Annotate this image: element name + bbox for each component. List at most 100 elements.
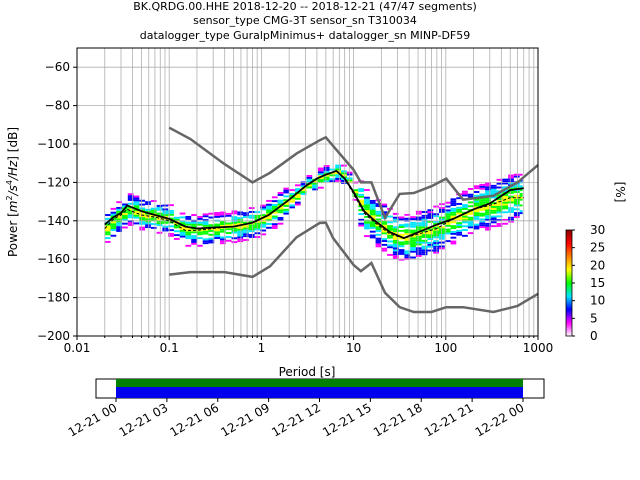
- heatmap-cell: [392, 249, 399, 252]
- heatmap-cell: [456, 233, 463, 236]
- heatmap-cell: [133, 207, 140, 209]
- heatmap-cell: [467, 195, 474, 198]
- heatmap-cell: [300, 191, 307, 194]
- heatmap-cell: [358, 201, 365, 204]
- heatmap-cell: [283, 199, 290, 202]
- heatmap-cell: [381, 232, 388, 235]
- y-tick-label: −120: [37, 175, 70, 189]
- heatmap-cell: [271, 223, 278, 226]
- heatmap-cell: [277, 192, 284, 194]
- heatmap-cell: [490, 221, 497, 224]
- heatmap-cell: [173, 218, 180, 221]
- heatmap-cell: [444, 230, 451, 233]
- heatmap-cell: [404, 256, 411, 259]
- heatmap-cell: [404, 250, 411, 253]
- heatmap-cell: [104, 217, 111, 220]
- heatmap-cell: [421, 249, 428, 252]
- heatmap-cell: [277, 222, 284, 225]
- heatmap-cell: [398, 252, 405, 255]
- heatmap-cell: [237, 222, 244, 225]
- heatmap-cell: [248, 226, 255, 229]
- heatmap-cell: [502, 207, 509, 210]
- heatmap-cell: [496, 209, 503, 212]
- heatmap-cell: [467, 216, 474, 219]
- heatmap-cell: [220, 240, 226, 243]
- heatmap-cell: [410, 225, 416, 228]
- heatmap-cell: [410, 248, 416, 251]
- heatmap-cell: [196, 231, 203, 234]
- heatmap-cell: [266, 215, 272, 218]
- heatmap-cell: [231, 229, 238, 232]
- heatmap-cell: [496, 201, 503, 204]
- heatmap-cell: [196, 237, 203, 240]
- heatmap-cell: [473, 204, 480, 207]
- heatmap-cell: [456, 224, 463, 227]
- heatmap-cell: [145, 224, 151, 227]
- heatmap-cell: [479, 220, 486, 223]
- heatmap-cell: [300, 183, 307, 186]
- heatmap-cell: [392, 243, 399, 246]
- heatmap-cell: [248, 228, 255, 231]
- heatmap-cell: [110, 223, 117, 226]
- heatmap-cell: [294, 193, 301, 196]
- heatmap-cell: [341, 170, 347, 173]
- heatmap-cell: [156, 224, 163, 227]
- heatmap-cell: [133, 210, 140, 213]
- heatmap-cell: [479, 208, 486, 211]
- heatmap-cell: [433, 213, 439, 216]
- heatmap-cell: [479, 226, 486, 229]
- heatmap-cell: [508, 174, 514, 177]
- heatmap-cell: [444, 224, 451, 227]
- heatmap-cell: [364, 208, 370, 211]
- heatmap-cell: [202, 222, 209, 225]
- heatmap-cell: [191, 237, 197, 240]
- heatmap-cell: [323, 176, 330, 179]
- heatmap-cell: [122, 226, 128, 229]
- heatmap-cell: [387, 232, 393, 235]
- heatmap-cell: [508, 211, 514, 213]
- heatmap-cell: [283, 195, 290, 198]
- heatmap-cell: [260, 214, 267, 217]
- heatmap-cell: [208, 212, 215, 215]
- heatmap-cell: [110, 213, 117, 216]
- heatmap-cell: [456, 226, 463, 228]
- heatmap-cell: [415, 233, 422, 236]
- heatmap-cell: [243, 233, 249, 236]
- heatmap-cell: [358, 199, 365, 202]
- heatmap-cell: [427, 228, 434, 231]
- heatmap-cell: [450, 215, 457, 218]
- heatmap-cell: [473, 187, 480, 190]
- heatmap-cell: [179, 233, 186, 236]
- heatmap-cell: [508, 178, 514, 181]
- heatmap-cell: [323, 178, 330, 181]
- heatmap-cell: [410, 244, 416, 247]
- heatmap-cell: [277, 218, 284, 221]
- heatmap-cell: [398, 249, 405, 252]
- heatmap-cell: [237, 238, 244, 241]
- heatmap-cell: [191, 239, 197, 241]
- heatmap-cell: [404, 238, 411, 241]
- heatmap-cell: [364, 202, 370, 205]
- heatmap-cell: [323, 180, 330, 183]
- heatmap-cell: [179, 212, 186, 215]
- heatmap-cell: [104, 231, 111, 234]
- heatmap-cell: [496, 178, 503, 181]
- heatmap-cell: [485, 182, 491, 185]
- heatmap-cell: [421, 234, 428, 237]
- heatmap-cell: [237, 219, 244, 222]
- heatmap-cell: [185, 217, 192, 220]
- heatmap-cell: [410, 216, 416, 219]
- heatmap-cell: [462, 204, 468, 207]
- heatmap-cell: [231, 210, 238, 213]
- heatmap-cell: [485, 197, 491, 200]
- heatmap-cell: [450, 221, 457, 224]
- heatmap-cell: [277, 199, 284, 202]
- heatmap-cell: [243, 225, 249, 228]
- heatmap-cell: [381, 224, 388, 227]
- x-axis-label: Period [s]: [279, 365, 336, 379]
- heatmap-cell: [260, 221, 267, 224]
- heatmap-cell: [185, 221, 192, 224]
- heatmap-cell: [485, 205, 491, 208]
- heatmap-cell: [312, 188, 318, 191]
- heatmap-cell: [168, 204, 174, 207]
